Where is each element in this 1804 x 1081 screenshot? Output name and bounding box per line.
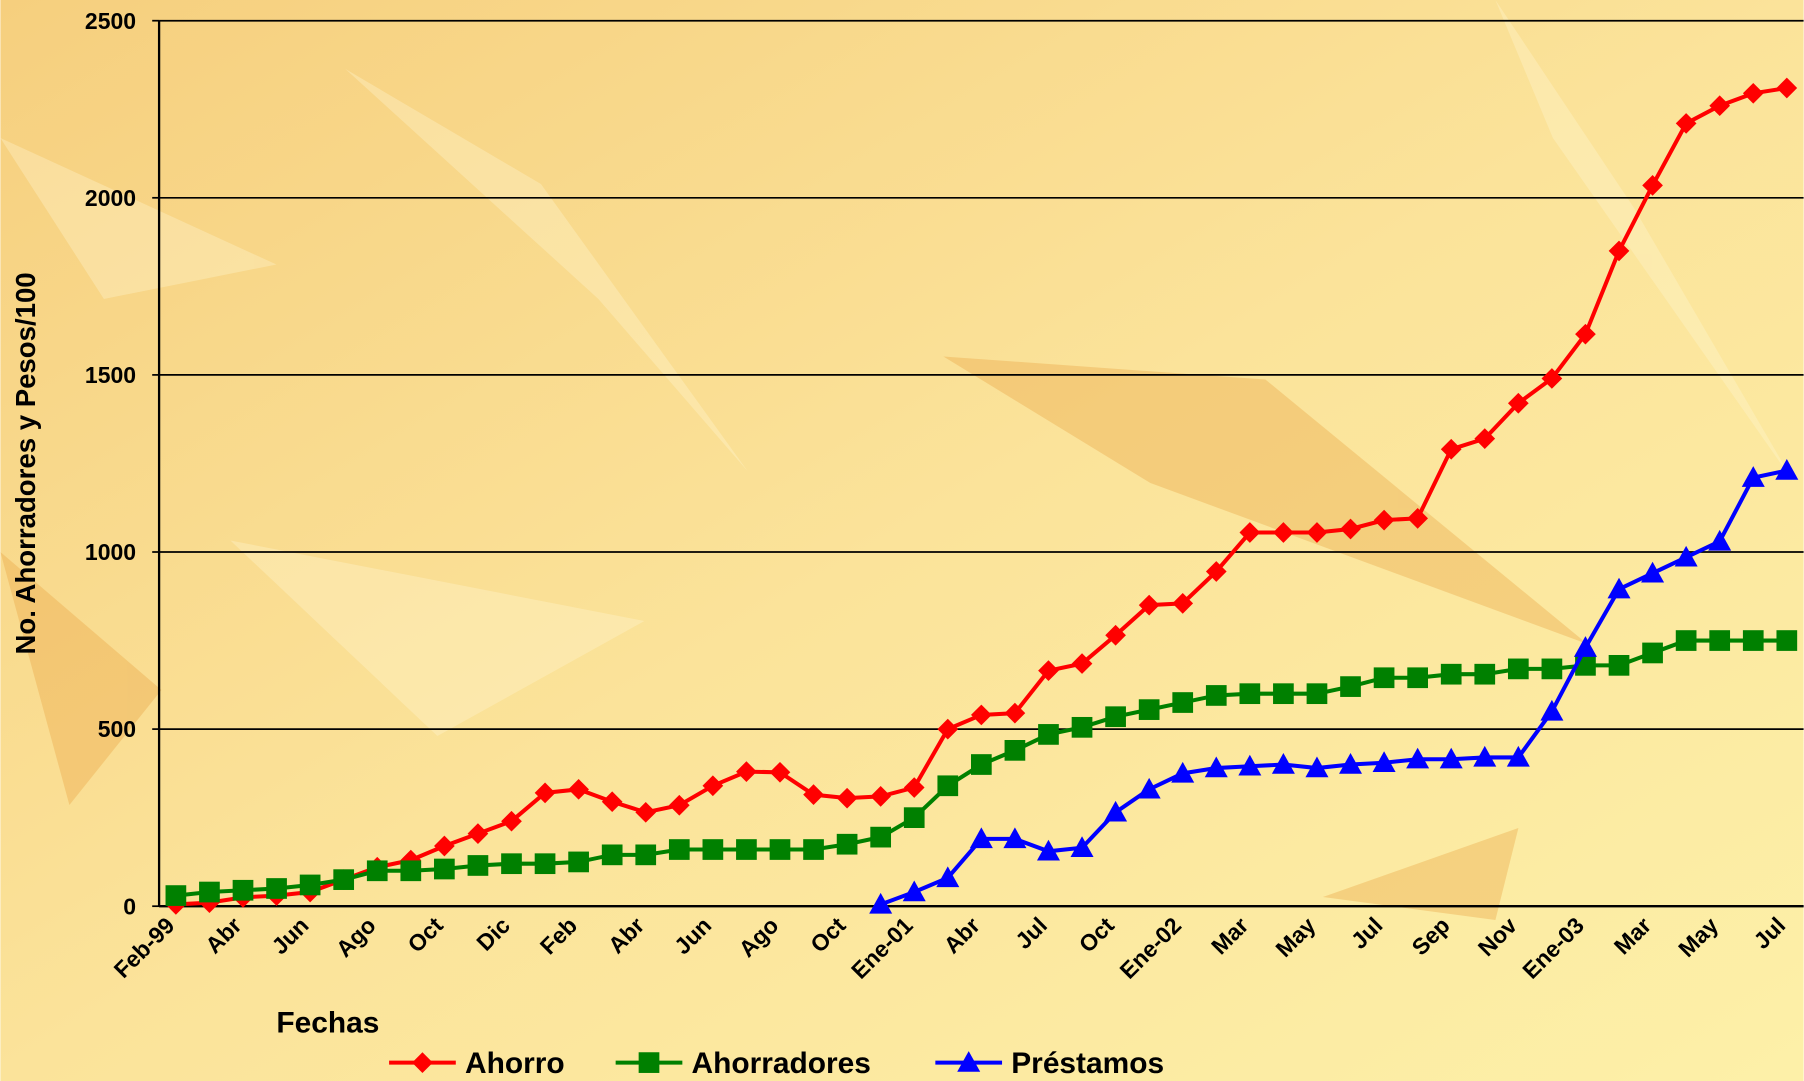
chart: No. Ahorradores y Pesos/100 Fechas Ahorr… [0,0,1804,1081]
data-point [1239,683,1260,704]
y-tick-label: 2500 [85,8,136,34]
data-point [1374,667,1395,688]
y-tick-label: 0 [123,893,136,919]
y-tick-label: 1000 [85,539,136,565]
data-point [166,885,187,906]
data-point [937,775,958,796]
data-point [1172,692,1193,713]
data-point [367,860,388,881]
data-point [1441,664,1462,685]
data-point [1609,655,1630,676]
y-tick-label: 1500 [85,362,136,388]
data-point [1105,706,1126,727]
data-point [233,880,254,901]
data-point [1542,659,1563,680]
y-tick-label: 500 [98,716,136,742]
legend-label: Préstamos [1011,1047,1164,1080]
data-point [1776,630,1797,651]
data-point [1307,683,1328,704]
legend-label: Ahorro [465,1047,565,1080]
data-point [1743,630,1764,651]
data-point [669,839,690,860]
data-point [971,754,992,775]
data-point [635,844,656,865]
data-point [1676,630,1697,651]
data-point [1709,630,1730,651]
data-point [1340,676,1361,697]
data-point [1508,659,1529,680]
data-point [837,834,858,855]
page: No. Ahorradores y Pesos/100 Fechas Ahorr… [0,0,1804,1081]
data-point [803,839,824,860]
y-tick-label: 2000 [85,185,136,211]
data-point [602,844,623,865]
data-point [568,852,589,873]
legend: Ahorro Ahorradores Préstamos [389,1047,1164,1080]
data-point [770,839,791,860]
data-point [1072,717,1093,738]
y-axis-title: No. Ahorradores y Pesos/100 [10,272,41,654]
legend-marker [639,1052,660,1073]
data-point [199,882,220,903]
data-point [1642,643,1663,664]
data-point [1474,664,1495,685]
data-point [1206,685,1227,706]
data-point [1139,699,1160,720]
data-point [434,859,455,880]
data-point [904,807,925,828]
data-point [300,875,321,896]
data-point [535,853,556,874]
data-point [333,869,354,890]
data-point [1407,667,1428,688]
legend-label: Ahorradores [692,1047,871,1080]
data-point [1005,740,1026,761]
x-axis-title: Fechas [276,1007,379,1040]
data-point [400,860,421,881]
data-point [1038,724,1059,745]
data-point [468,855,489,876]
data-point [870,827,891,848]
data-point [501,853,522,874]
data-point [266,878,287,899]
data-point [1273,683,1294,704]
data-point [736,839,757,860]
data-point [703,839,724,860]
